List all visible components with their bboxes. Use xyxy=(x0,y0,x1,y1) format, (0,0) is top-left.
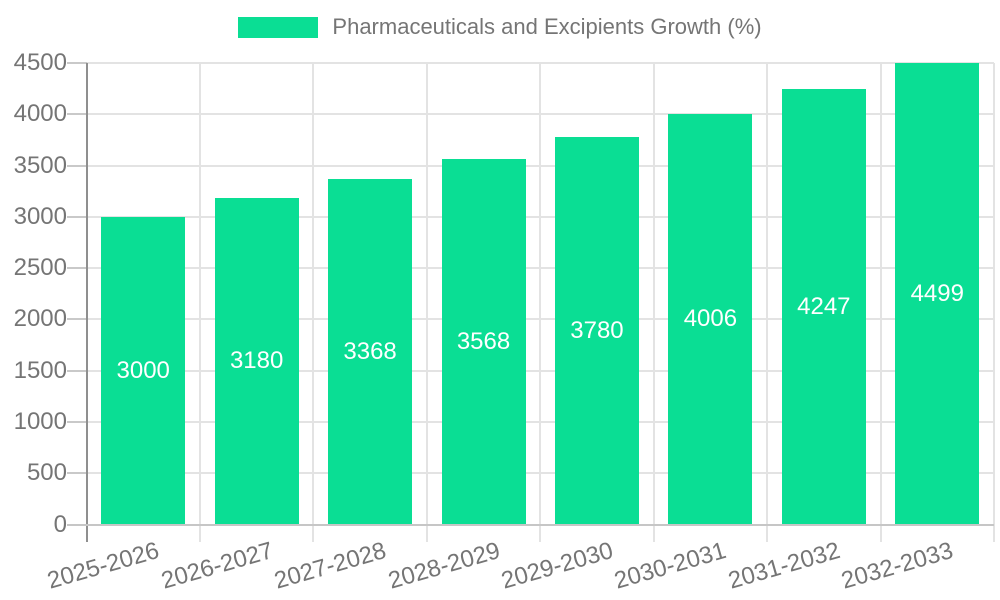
y-axis-tick xyxy=(67,369,87,372)
y-tick-label: 1000 xyxy=(13,407,67,435)
x-tick-label: 2028-2029 xyxy=(384,537,503,595)
bar[interactable] xyxy=(441,158,526,525)
bar-value-label: 3780 xyxy=(570,316,624,344)
bar-value-label: 3180 xyxy=(229,347,284,375)
y-axis-tick xyxy=(67,472,87,475)
bar[interactable] xyxy=(781,88,866,525)
x-tick-label: 2029-2030 xyxy=(498,537,617,595)
y-tick-label: 2000 xyxy=(13,305,67,333)
v-gridline xyxy=(652,63,655,542)
v-gridline xyxy=(993,63,995,542)
x-tick-label: 2031-2032 xyxy=(725,537,844,595)
y-tick-label: 500 xyxy=(26,459,67,487)
x-tick-label: 2030-2031 xyxy=(611,537,730,595)
bar-value-label: 3368 xyxy=(343,337,397,365)
v-gridline xyxy=(879,63,882,542)
y-axis-tick xyxy=(67,318,87,321)
v-gridline xyxy=(198,63,201,542)
y-tick-label: 1500 xyxy=(13,356,67,384)
y-tick-label: 2500 xyxy=(13,254,67,282)
x-tick-label: 2027-2028 xyxy=(271,537,390,595)
bar[interactable] xyxy=(328,179,413,525)
y-axis-tick xyxy=(67,215,87,218)
bar-value-label: 3568 xyxy=(456,327,511,355)
y-tick-label: 0 xyxy=(53,510,67,538)
x-tick-label: 2026-2027 xyxy=(158,537,276,595)
y-axis-tick xyxy=(67,164,87,167)
bar[interactable] xyxy=(554,136,639,525)
bar[interactable] xyxy=(668,113,753,525)
x-tick-label: 2032-2033 xyxy=(838,537,957,595)
y-axis-tick xyxy=(67,62,87,64)
v-gridline xyxy=(766,63,769,542)
y-axis-tick xyxy=(67,113,87,116)
bar-value-label: 4247 xyxy=(797,292,851,320)
v-gridline xyxy=(539,63,542,542)
x-tick-label: 2025-2026 xyxy=(44,537,163,595)
v-gridline xyxy=(312,63,315,542)
y-axis-tick xyxy=(67,267,87,270)
chart-legend[interactable]: Pharmaceuticals and Excipients Growth (%… xyxy=(0,14,1000,40)
x-axis-line xyxy=(67,523,994,526)
y-tick-label: 3000 xyxy=(13,202,67,230)
bar-value-label: 4499 xyxy=(910,279,964,307)
bar[interactable] xyxy=(895,63,980,525)
bar-value-label: 4006 xyxy=(683,305,738,333)
y-tick-label: 4000 xyxy=(13,100,67,128)
legend-label: Pharmaceuticals and Excipients Growth (%… xyxy=(332,14,762,39)
y-tick-label: 4500 xyxy=(13,49,67,76)
y-tick-label: 3500 xyxy=(13,151,67,179)
y-axis-line xyxy=(85,63,88,542)
legend-swatch-icon xyxy=(238,16,319,38)
bar-value-label: 3000 xyxy=(116,356,170,384)
bar[interactable] xyxy=(214,198,299,525)
v-gridline xyxy=(425,63,428,542)
bar[interactable] xyxy=(101,216,186,525)
y-axis-tick xyxy=(67,420,87,423)
